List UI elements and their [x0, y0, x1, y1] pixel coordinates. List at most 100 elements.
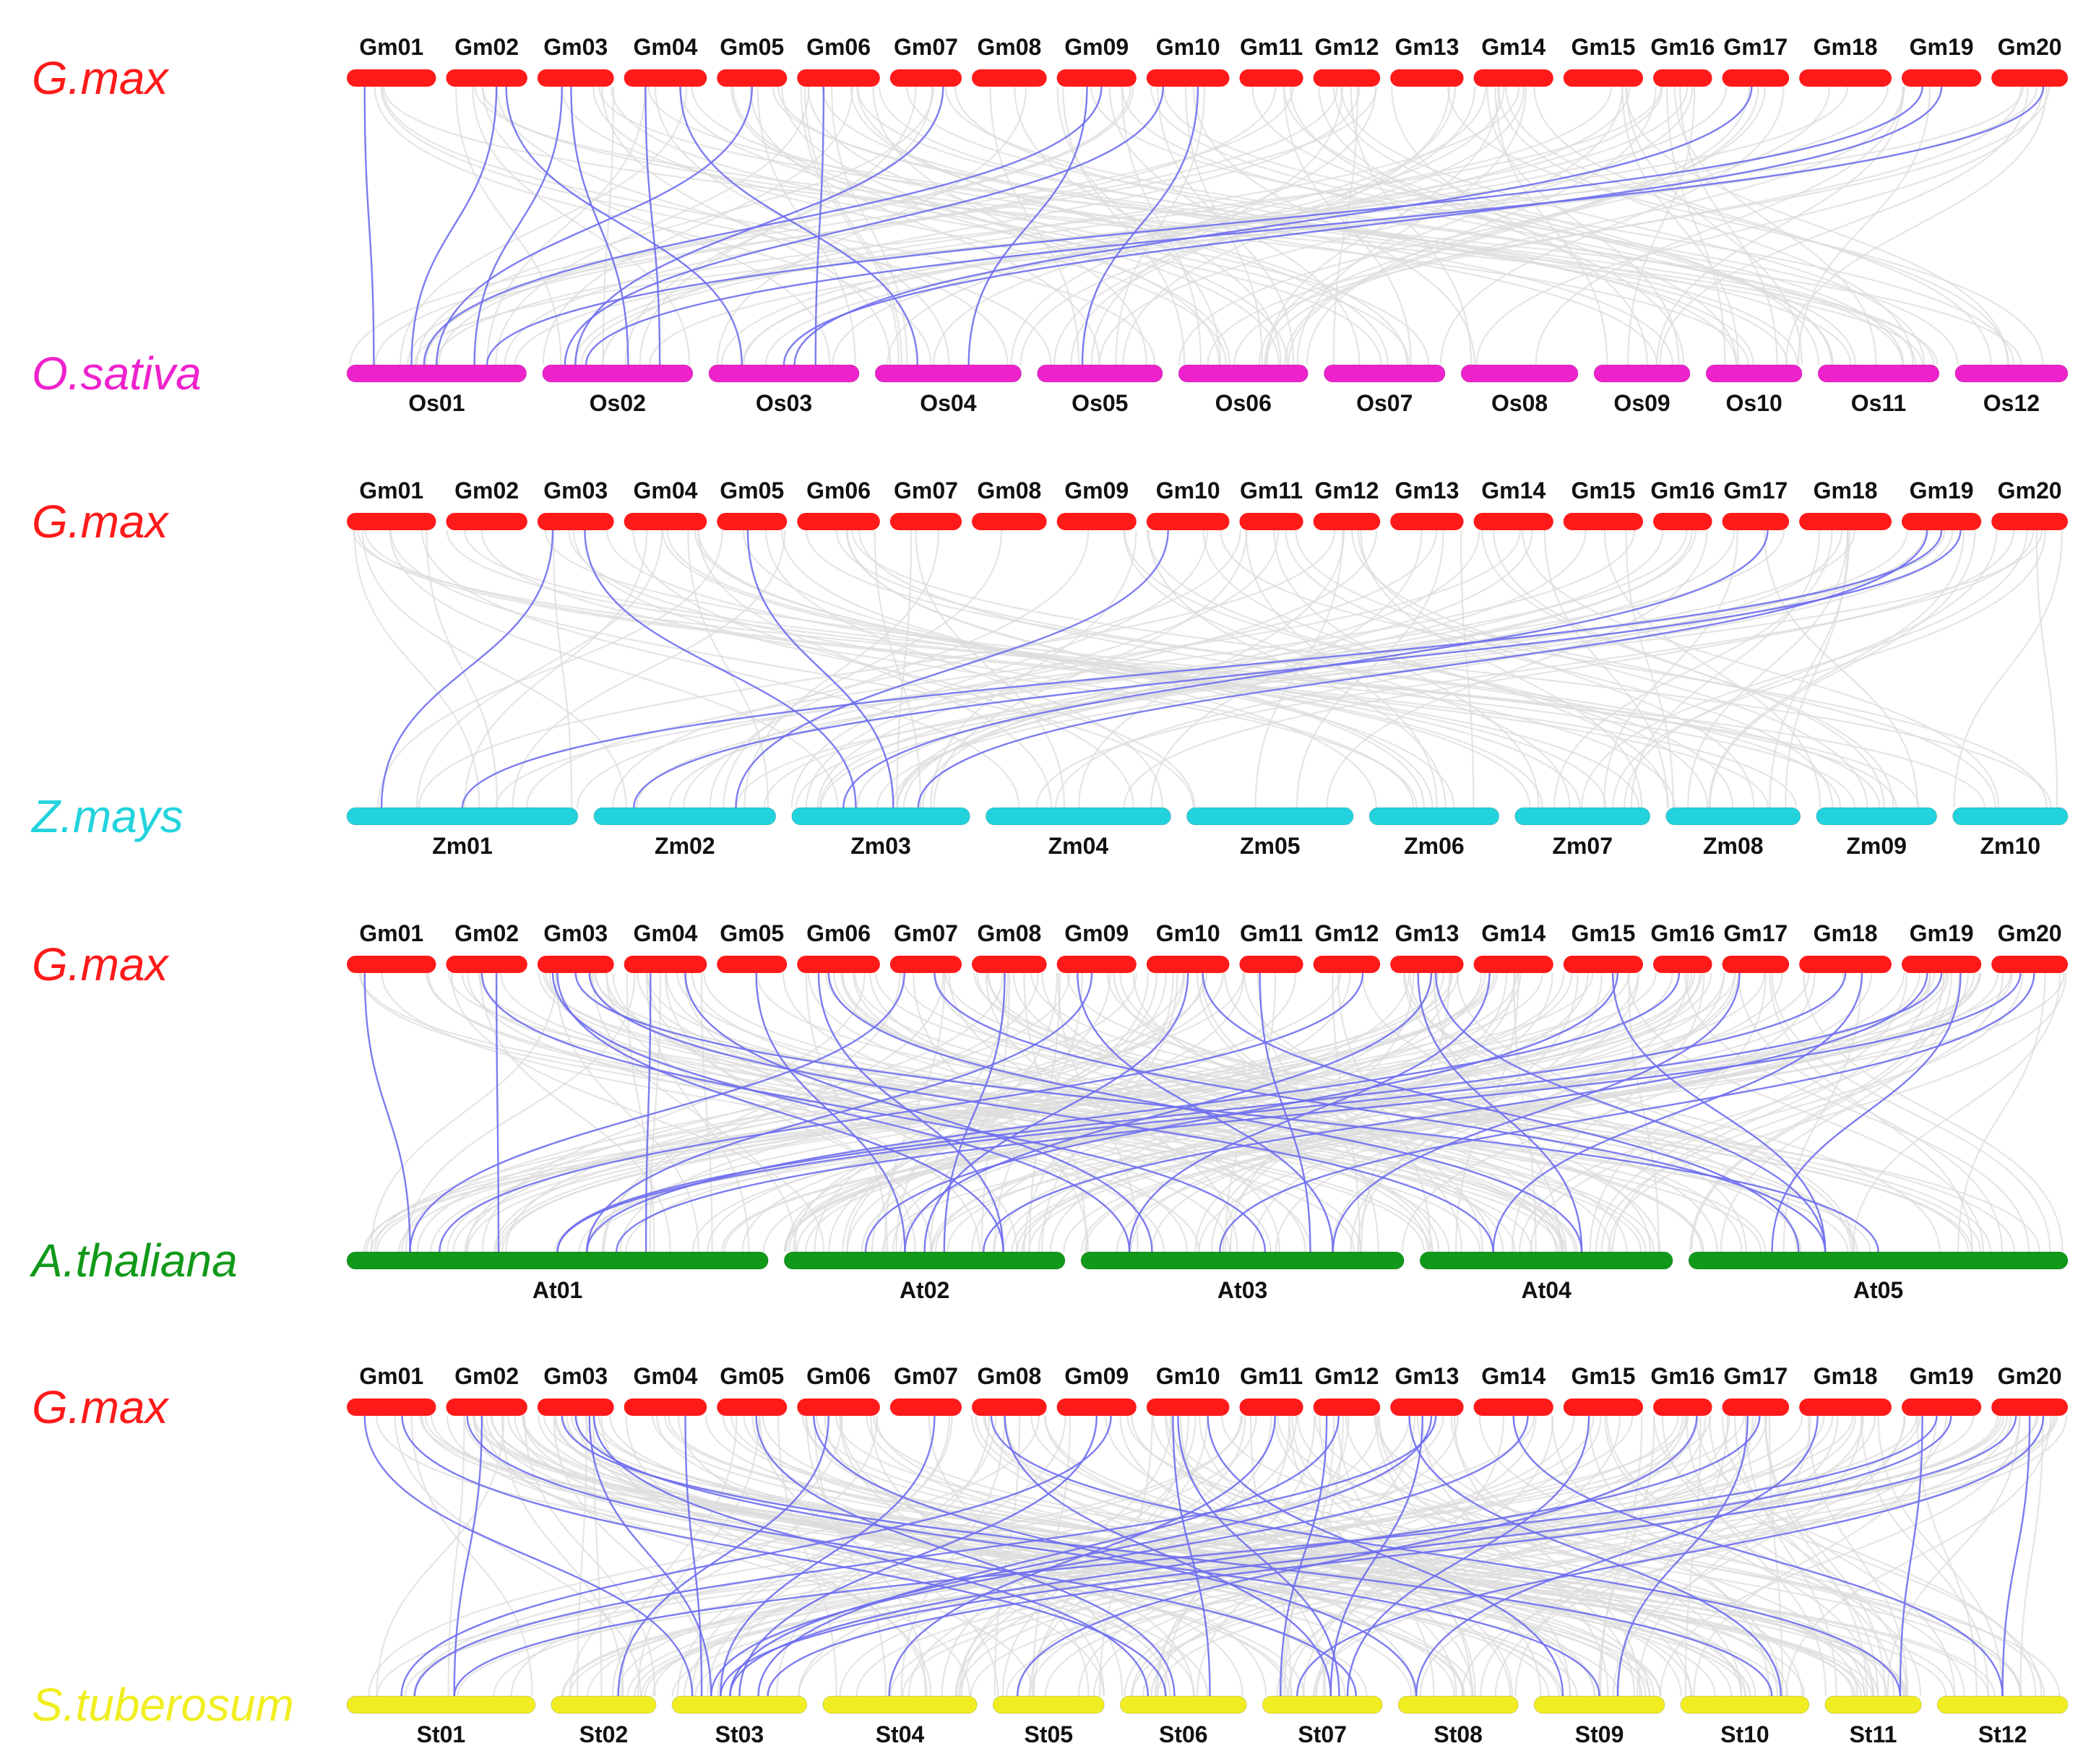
- highlight-link-Gm05-St06: [755, 1415, 1176, 1697]
- background-link: [803, 86, 902, 366]
- chromosome-Gm13: [1390, 1398, 1464, 1416]
- highlight-link-Gm06-Os03: [814, 86, 825, 366]
- background-link: [1493, 529, 1885, 808]
- chromosome-label: Gm04: [633, 1363, 697, 1389]
- chromosome-label: Gm07: [894, 34, 958, 60]
- highlight-link-Gm19-At01: [556, 972, 1943, 1253]
- background-link: [1627, 86, 1696, 366]
- background-link: [569, 1415, 1975, 1697]
- background-link: [1053, 86, 1476, 366]
- chromosome-label: Os06: [1215, 390, 1272, 416]
- chromosome-Gm01: [347, 956, 436, 973]
- background-link: [822, 86, 1674, 366]
- chromosome-label: Gm12: [1314, 1363, 1379, 1389]
- background-links: [358, 972, 2067, 1253]
- background-link: [1131, 1415, 1875, 1697]
- highlight-link-Gm05-At02: [755, 972, 906, 1253]
- chromosome-Gm13: [1390, 956, 1464, 973]
- chromosome-Os10: [1705, 364, 1803, 383]
- background-link: [486, 1415, 1293, 1697]
- background-link: [816, 1415, 1806, 1697]
- chromosome-label: St08: [1433, 1721, 1483, 1747]
- background-link: [1598, 1415, 1655, 1697]
- highlight-link-Gm19-Os03: [782, 86, 1943, 366]
- background-link: [723, 529, 1003, 808]
- background-link: [401, 972, 1071, 1253]
- chromosome-Os07: [1323, 364, 1446, 383]
- chromosome-label: Gm17: [1723, 920, 1788, 946]
- chromosome-At02: [783, 1251, 1066, 1270]
- background-link: [592, 86, 1227, 366]
- background-link: [764, 86, 1889, 366]
- background-link: [504, 86, 1277, 366]
- chromosome-label: Gm03: [543, 1363, 608, 1389]
- highlight-link-Gm12-At01: [439, 972, 1364, 1253]
- background-link: [825, 972, 1703, 1253]
- background-link: [380, 86, 1052, 366]
- chromosome-label: St07: [1298, 1721, 1347, 1747]
- panel-3: Gm01 Gm02 Gm03 Gm04 Gm05 Gm06 Gm07 Gm08 Gm09 Gm10…: [29, 920, 2069, 1303]
- chromosome-St11: [1824, 1695, 1922, 1714]
- chromosome-Gm15: [1563, 513, 1644, 530]
- chromosome-label: At05: [1853, 1277, 1903, 1303]
- background-link: [1653, 1415, 2043, 1697]
- chromosome-label: Gm08: [977, 477, 1041, 503]
- background-link: [1350, 86, 1473, 366]
- background-link: [522, 1415, 1560, 1697]
- background-link: [694, 529, 1543, 808]
- background-link: [2019, 1415, 2044, 1697]
- chromosome-label: Gm11: [1240, 477, 1303, 503]
- background-link: [555, 1415, 1465, 1697]
- chromosome-Gm09: [1056, 513, 1137, 530]
- background-link: [800, 86, 900, 366]
- background-link: [495, 529, 1946, 808]
- chromosome-label: Gm01: [359, 1363, 423, 1389]
- chromosome-label: Gm18: [1814, 477, 1878, 503]
- highlight-link-Gm03-Zm03: [584, 529, 857, 808]
- chromosome-label: Zm03: [850, 833, 911, 859]
- chromosome-St01: [346, 1695, 536, 1714]
- highlight-link-Gm02-St07: [466, 1415, 1357, 1697]
- chromosome-Gm02: [446, 1398, 527, 1416]
- chromosome-label: Gm14: [1481, 477, 1545, 503]
- background-link: [1522, 529, 2000, 808]
- chromosome-label: Gm09: [1064, 477, 1129, 503]
- highlight-link-Gm14-St12: [1512, 1415, 2004, 1697]
- highlight-link-Gm01-St03: [363, 1415, 694, 1697]
- background-link: [902, 529, 1587, 808]
- background-link: [1860, 1415, 1989, 1697]
- background-link: [1456, 972, 1855, 1253]
- background-link: [512, 529, 786, 808]
- background-link: [1447, 86, 2044, 366]
- chromosome-Gm10: [1146, 513, 1230, 530]
- background-link: [784, 972, 1811, 1253]
- chromosome-label: St05: [1024, 1721, 1073, 1747]
- highlight-link-Gm19-St11: [1899, 1415, 1923, 1697]
- species-label-target: O.sativa: [32, 347, 202, 399]
- background-link: [349, 86, 1294, 366]
- background-link: [1055, 529, 1843, 808]
- chromosome-label: Gm02: [454, 34, 519, 60]
- chromosome-label: Gm12: [1314, 920, 1379, 946]
- chromosome-Gm07: [889, 956, 962, 973]
- chromosome-label: Gm08: [977, 34, 1041, 60]
- background-link: [1185, 86, 1264, 366]
- chromosome-label: Gm02: [454, 920, 519, 946]
- chromosome-label: Gm12: [1314, 34, 1379, 60]
- highlight-link-Gm15-At02: [864, 972, 1618, 1253]
- background-link: [1179, 1415, 1327, 1697]
- chromosome-Gm06: [797, 1398, 880, 1416]
- background-link: [730, 1415, 1907, 1697]
- chromosome-label: Gm09: [1064, 1363, 1129, 1389]
- chromosome-Gm11: [1239, 1398, 1303, 1416]
- panel-1: Gm01 Gm02 Gm03 Gm04 Gm05 Gm06 Gm07 Gm08 Gm09 Gm10…: [32, 34, 2069, 416]
- background-link: [944, 972, 1982, 1253]
- background-link: [1314, 1415, 1707, 1697]
- chromosome-St04: [822, 1695, 978, 1714]
- chromosome-label: Gm05: [720, 920, 784, 946]
- highlight-link-Gm19-Zm02: [633, 529, 1962, 808]
- background-link: [481, 972, 866, 1253]
- chromosome-Gm14: [1473, 513, 1553, 530]
- chromosome-Gm13: [1390, 69, 1464, 87]
- background-link: [400, 86, 688, 366]
